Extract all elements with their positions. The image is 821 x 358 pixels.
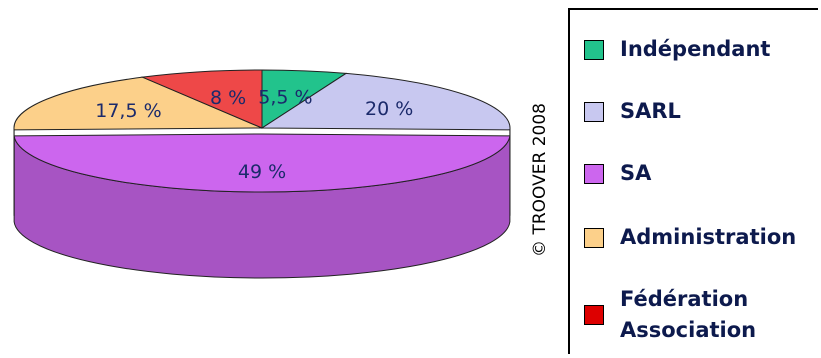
legend-label: Indépendant <box>620 34 770 65</box>
legend-swatch <box>584 305 604 325</box>
legend-swatch <box>584 228 604 248</box>
copyright-text: © TROOVER 2008 <box>530 103 550 257</box>
legend-swatch <box>584 164 604 184</box>
legend-swatch <box>584 40 604 60</box>
pie-label-sa: 49 % <box>238 161 286 183</box>
legend-label: Administration <box>620 222 796 253</box>
pie-label-sarl: 20 % <box>365 98 413 120</box>
legend-label: Fédération Association <box>620 284 756 346</box>
legend-label: SARL <box>620 96 681 127</box>
legend: Indépendant SARL SA Administration Fédér… <box>568 8 818 354</box>
pie-label-independant: 5,5 % <box>258 87 312 109</box>
legend-label: SA <box>620 158 651 189</box>
legend-item-sarl: SARL <box>584 96 681 127</box>
legend-item-administration: Administration <box>584 222 796 253</box>
legend-item-independant: Indépendant <box>584 34 770 65</box>
pie-label-administration: 17,5 % <box>95 100 161 122</box>
pie-label-federation-association: 8 % <box>210 87 246 109</box>
legend-item-federation-association: Fédération Association <box>584 284 756 346</box>
legend-item-sa: SA <box>584 158 651 189</box>
legend-swatch <box>584 102 604 122</box>
